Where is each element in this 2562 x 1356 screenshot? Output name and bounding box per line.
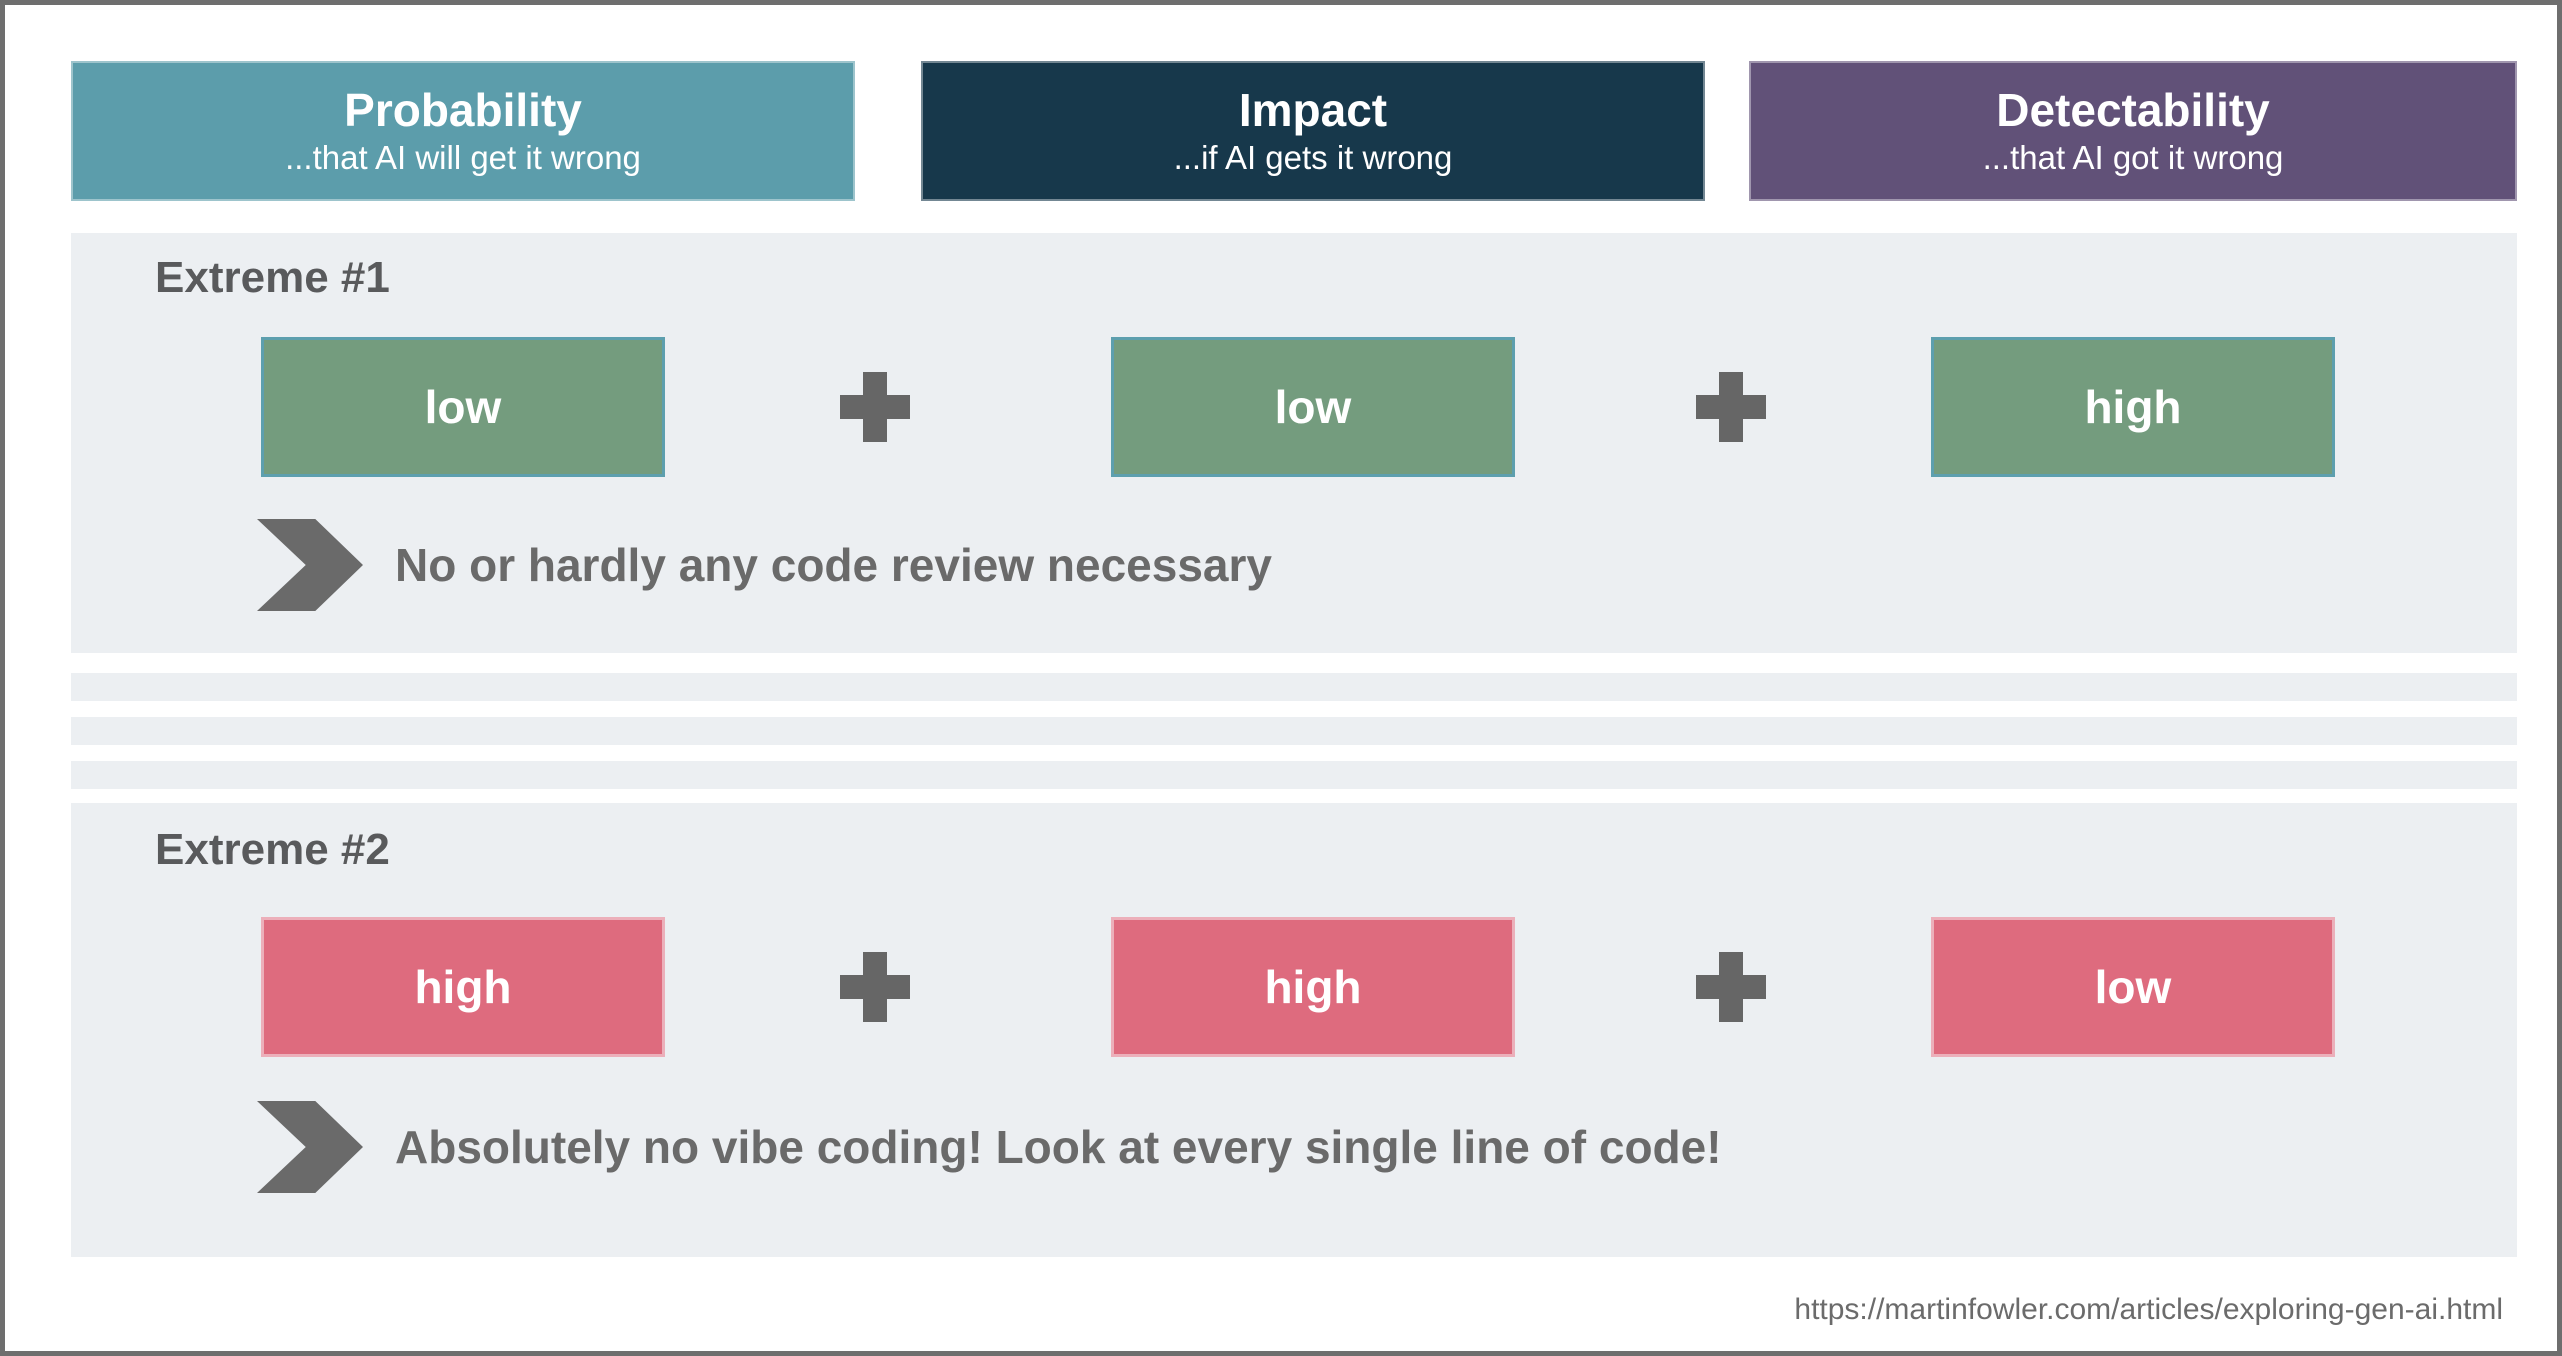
plus-icon <box>840 372 910 442</box>
extreme-1-label: Extreme #1 <box>155 253 390 302</box>
column-header-probability: Probability ...that AI will get it wrong <box>71 61 855 201</box>
separator-stripe <box>71 673 2517 701</box>
column-header-detectability: Detectability ...that AI got it wrong <box>1749 61 2517 201</box>
separator-stripe <box>71 717 2517 745</box>
extreme-1-conclusion: No or hardly any code review necessary <box>395 539 1272 591</box>
column-title: Impact <box>1238 83 1388 136</box>
extreme-2-conclusion: Absolutely no vibe coding! Look at every… <box>395 1121 1722 1173</box>
level-box-impact-extreme-1: low <box>1111 337 1515 477</box>
plus-icon <box>1696 372 1766 442</box>
level-box-detectability-extreme-2: low <box>1931 917 2335 1057</box>
column-title: Probability <box>344 83 582 136</box>
extreme-2-label: Extreme #2 <box>155 825 390 874</box>
separator-stripe <box>71 761 2517 789</box>
column-subtitle: ...that AI will get it wrong <box>285 138 641 176</box>
plus-icon <box>840 952 910 1022</box>
column-title: Detectability <box>1996 83 2270 136</box>
plus-icon <box>1696 952 1766 1022</box>
column-header-impact: Impact ...if AI gets it wrong <box>921 61 1705 201</box>
source-url: https://martinfowler.com/articles/explor… <box>1794 1293 2503 1326</box>
level-box-probability-extreme-1: low <box>261 337 665 477</box>
column-subtitle: ...that AI got it wrong <box>1982 138 2284 176</box>
level-box-impact-extreme-2: high <box>1111 917 1515 1057</box>
level-box-detectability-extreme-1: high <box>1931 337 2335 477</box>
level-box-probability-extreme-2: high <box>261 917 665 1057</box>
column-subtitle: ...if AI gets it wrong <box>1173 138 1453 176</box>
